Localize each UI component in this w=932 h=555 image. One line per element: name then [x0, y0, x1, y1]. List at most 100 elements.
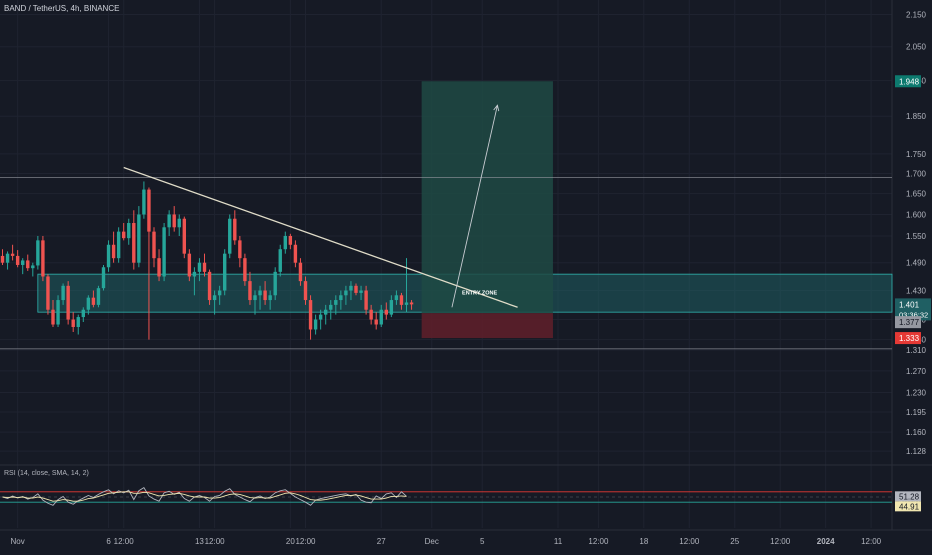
candle: [318, 314, 323, 320]
candle: [409, 302, 414, 305]
arrow-line: [451, 105, 498, 308]
candle: [223, 253, 227, 291]
candle: [132, 223, 136, 263]
drawings: ENTRY ZONE: [123, 104, 518, 308]
candle: [238, 240, 242, 259]
candle: [26, 260, 30, 269]
candle: [142, 189, 146, 215]
candle: [283, 235, 287, 250]
candle: [379, 309, 383, 325]
candle: [15, 255, 20, 265]
x-tick-label: 25: [730, 537, 739, 546]
candle: [147, 189, 151, 232]
candle: [101, 267, 106, 289]
candle: [21, 260, 25, 265]
chart-title: BAND / TetherUS, 4h, BINANCE: [4, 4, 120, 13]
candle: [127, 223, 131, 239]
candle: [31, 265, 35, 269]
axes: 2.1502.0501.9501.8501.7501.7001.6501.600…: [11, 10, 927, 546]
y-tick-label: 1.310: [906, 346, 927, 355]
candle: [233, 218, 237, 241]
x-tick-label: 12:00: [861, 537, 882, 546]
candle: [207, 271, 212, 301]
rsi-lines: [2, 487, 407, 506]
candle: [106, 244, 111, 268]
x-tick-label: 12:00: [205, 537, 226, 546]
candle: [278, 249, 282, 272]
stop-price-badge: [895, 332, 921, 345]
candle: [56, 300, 60, 325]
y-tick-label: 1.850: [906, 112, 927, 121]
rsi-title: RSI (14, close, SMA, 14, 2): [4, 470, 89, 477]
horizontal-lines: [0, 177, 892, 350]
candle: [172, 214, 176, 228]
candle: [51, 309, 55, 325]
candle: [0, 255, 5, 263]
rsi-value-badge: [895, 491, 921, 502]
rsi-sma-label: 44.91: [899, 502, 920, 511]
current-price-badge: [895, 298, 931, 321]
candle: [111, 244, 116, 259]
mid-price-badge: [895, 316, 921, 329]
candle: [394, 295, 399, 301]
x-tick-label: Nov: [11, 537, 25, 546]
arrow-head: [493, 104, 500, 112]
y-tick-label: 1.160: [906, 428, 927, 437]
candle: [288, 235, 293, 245]
y-tick-label: 1.650: [906, 190, 927, 199]
candle: [76, 317, 80, 327]
x-tick-label: 27: [377, 537, 386, 546]
candle: [253, 295, 257, 301]
x-tick-label: 5: [480, 537, 485, 546]
target-price-badge: [895, 75, 921, 88]
x-tick-label: 13: [195, 537, 204, 546]
candle: [152, 231, 156, 259]
y-tick-label: 2.150: [906, 10, 927, 19]
candle: [71, 319, 75, 327]
candle: [364, 290, 368, 310]
candle: [137, 214, 141, 263]
x-tick-label: 12:00: [114, 537, 135, 546]
candle: [217, 290, 222, 296]
rsi-pane: [0, 0, 932, 531]
candle: [339, 295, 343, 301]
price-labels: 60.0040.0051.2844.911.9481.40103:36:321.…: [895, 75, 931, 512]
candle: [374, 319, 378, 325]
candle: [228, 218, 232, 254]
candle: [293, 244, 298, 263]
x-tick-label: 11: [554, 537, 563, 546]
x-tick-label: 12:00: [588, 537, 609, 546]
candle: [157, 258, 161, 277]
x-tick-label: 2024: [817, 537, 835, 546]
entry-zone-label: ENTRY ZONE: [462, 290, 497, 296]
candle: [344, 290, 348, 296]
candle: [91, 297, 96, 305]
candle: [41, 240, 45, 277]
x-tick-label: 12:00: [679, 537, 700, 546]
candle: [324, 309, 328, 315]
candle: [192, 271, 197, 277]
candle: [263, 290, 267, 301]
candle: [66, 285, 70, 320]
candle: [122, 231, 126, 239]
candle: [162, 227, 166, 277]
candles: [0, 181, 414, 340]
rsi-sma-badge: [895, 501, 921, 512]
rsi-sma-line: [2, 491, 407, 502]
y-tick-label: 2.050: [906, 43, 927, 52]
candle: [187, 253, 192, 277]
target-box: [421, 81, 553, 314]
candle: [354, 285, 358, 293]
candle: [243, 258, 247, 282]
candle: [384, 309, 388, 315]
countdown-label: 03:36:32: [899, 310, 928, 319]
y-tick-label: 1.700: [906, 169, 927, 178]
candle: [349, 285, 353, 291]
stop-box: [421, 313, 553, 339]
candle: [329, 304, 333, 310]
y-tick-label: 1.128: [906, 447, 927, 456]
trendline: [123, 166, 518, 308]
candle: [273, 271, 277, 296]
